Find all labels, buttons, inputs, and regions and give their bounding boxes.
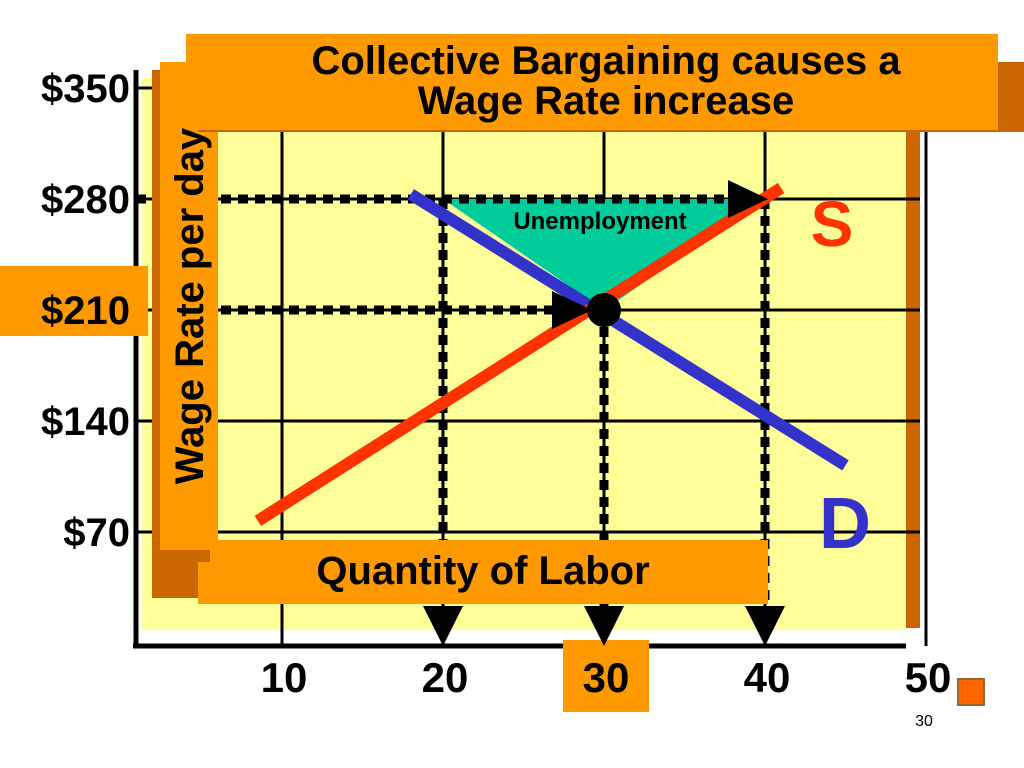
ytick-label-140: $140 — [41, 400, 130, 444]
ylabel-box — [160, 62, 218, 550]
x-axis-label: Quantity of Labor — [316, 549, 649, 593]
ytick-label-210: $210 — [41, 289, 130, 333]
xtick-highlight-box — [563, 640, 649, 712]
x-tick-labels: 10 20 30 40 50 — [261, 654, 952, 701]
demand-line — [407, 189, 849, 471]
arrow-down-icon — [584, 606, 624, 646]
arrow-right-icon — [552, 291, 592, 329]
arrow-down-icon — [423, 606, 463, 646]
xtick-label-20: 20 — [422, 654, 469, 701]
equilibrium-dot-icon — [587, 293, 621, 327]
chart-title-line1: Collective Bargaining causes a — [311, 39, 901, 83]
supply-series-label: S — [811, 188, 854, 260]
arrow-down-icon — [745, 606, 785, 646]
ytick-highlight-box — [0, 266, 148, 336]
xlabel-box — [198, 540, 768, 604]
xtick-label-10: 10 — [261, 654, 308, 701]
y-tick-labels: $70 $140 $210 $280 $350 — [41, 67, 130, 555]
demand-series-label: D — [819, 484, 871, 564]
arrow-markers — [423, 180, 785, 646]
xtick-label-50: 50 — [905, 654, 952, 701]
unemployment-region — [443, 199, 765, 310]
unemployment-label: Unemployment — [513, 208, 686, 235]
supply-line — [254, 182, 785, 526]
ytick-label-70: $70 — [63, 511, 130, 555]
y-axis-label: Wage Rate per day — [168, 127, 212, 484]
arrow-right-icon — [728, 180, 768, 218]
square-bullet-icon — [957, 678, 985, 706]
title-box — [186, 34, 998, 130]
xtick-label-30: 30 — [583, 654, 630, 701]
page-number: 30 — [915, 713, 933, 730]
chart-title-line2: Wage Rate increase — [418, 79, 794, 123]
ytick-label-350: $350 — [41, 67, 130, 111]
ytick-label-280: $280 — [41, 178, 130, 222]
xtick-label-40: 40 — [744, 654, 791, 701]
